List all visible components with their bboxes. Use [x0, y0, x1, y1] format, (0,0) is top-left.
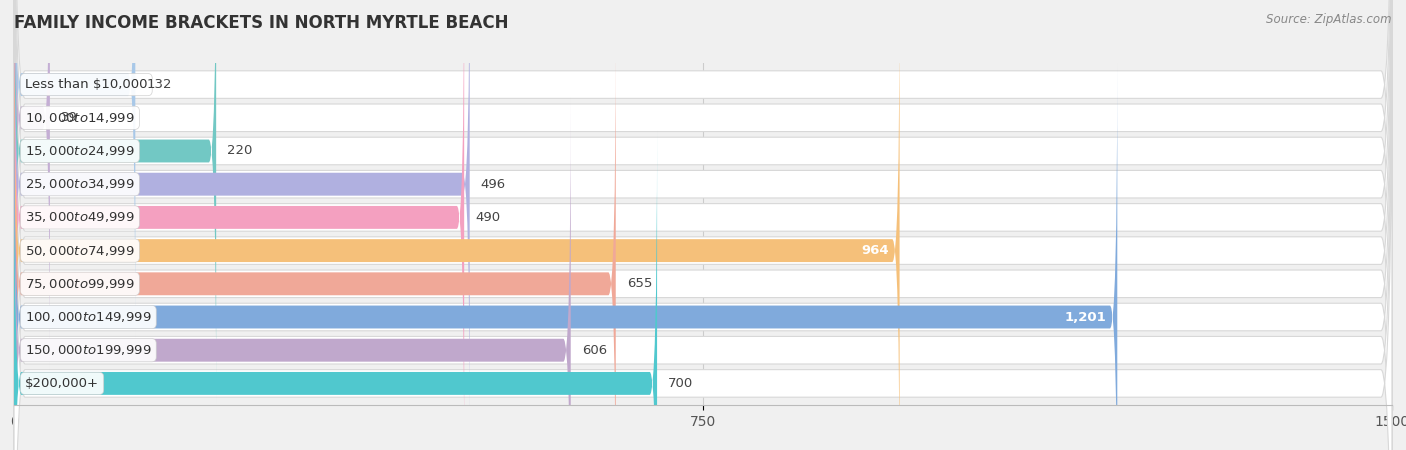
Text: Source: ZipAtlas.com: Source: ZipAtlas.com [1267, 14, 1392, 27]
Text: $15,000 to $24,999: $15,000 to $24,999 [25, 144, 135, 158]
FancyBboxPatch shape [14, 0, 1392, 450]
Text: $150,000 to $199,999: $150,000 to $199,999 [25, 343, 152, 357]
FancyBboxPatch shape [14, 0, 464, 450]
Text: 606: 606 [582, 344, 607, 357]
FancyBboxPatch shape [14, 30, 616, 450]
FancyBboxPatch shape [14, 96, 571, 450]
Text: Less than $10,000: Less than $10,000 [25, 78, 148, 91]
Text: $25,000 to $34,999: $25,000 to $34,999 [25, 177, 135, 191]
FancyBboxPatch shape [14, 0, 1392, 450]
FancyBboxPatch shape [14, 0, 1392, 450]
FancyBboxPatch shape [14, 0, 470, 438]
Text: 39: 39 [60, 111, 77, 124]
FancyBboxPatch shape [14, 63, 1118, 450]
Text: $75,000 to $99,999: $75,000 to $99,999 [25, 277, 135, 291]
FancyBboxPatch shape [14, 0, 49, 372]
FancyBboxPatch shape [14, 0, 135, 339]
Text: $50,000 to $74,999: $50,000 to $74,999 [25, 243, 135, 257]
Text: $35,000 to $49,999: $35,000 to $49,999 [25, 211, 135, 225]
FancyBboxPatch shape [14, 0, 1392, 450]
Text: FAMILY INCOME BRACKETS IN NORTH MYRTLE BEACH: FAMILY INCOME BRACKETS IN NORTH MYRTLE B… [14, 14, 509, 32]
FancyBboxPatch shape [14, 0, 1392, 450]
FancyBboxPatch shape [14, 0, 1392, 450]
Text: 496: 496 [481, 178, 506, 191]
Text: 700: 700 [668, 377, 693, 390]
Text: $10,000 to $14,999: $10,000 to $14,999 [25, 111, 135, 125]
Text: 655: 655 [627, 277, 652, 290]
Text: 964: 964 [860, 244, 889, 257]
Text: 132: 132 [146, 78, 172, 91]
FancyBboxPatch shape [14, 0, 217, 405]
Text: 490: 490 [475, 211, 501, 224]
Text: $100,000 to $149,999: $100,000 to $149,999 [25, 310, 152, 324]
FancyBboxPatch shape [14, 0, 1392, 450]
Text: $200,000+: $200,000+ [25, 377, 98, 390]
FancyBboxPatch shape [14, 0, 900, 450]
FancyBboxPatch shape [14, 129, 657, 450]
FancyBboxPatch shape [14, 0, 1392, 450]
FancyBboxPatch shape [14, 0, 1392, 450]
Text: 1,201: 1,201 [1064, 310, 1107, 324]
Text: 220: 220 [228, 144, 253, 158]
FancyBboxPatch shape [14, 0, 1392, 450]
